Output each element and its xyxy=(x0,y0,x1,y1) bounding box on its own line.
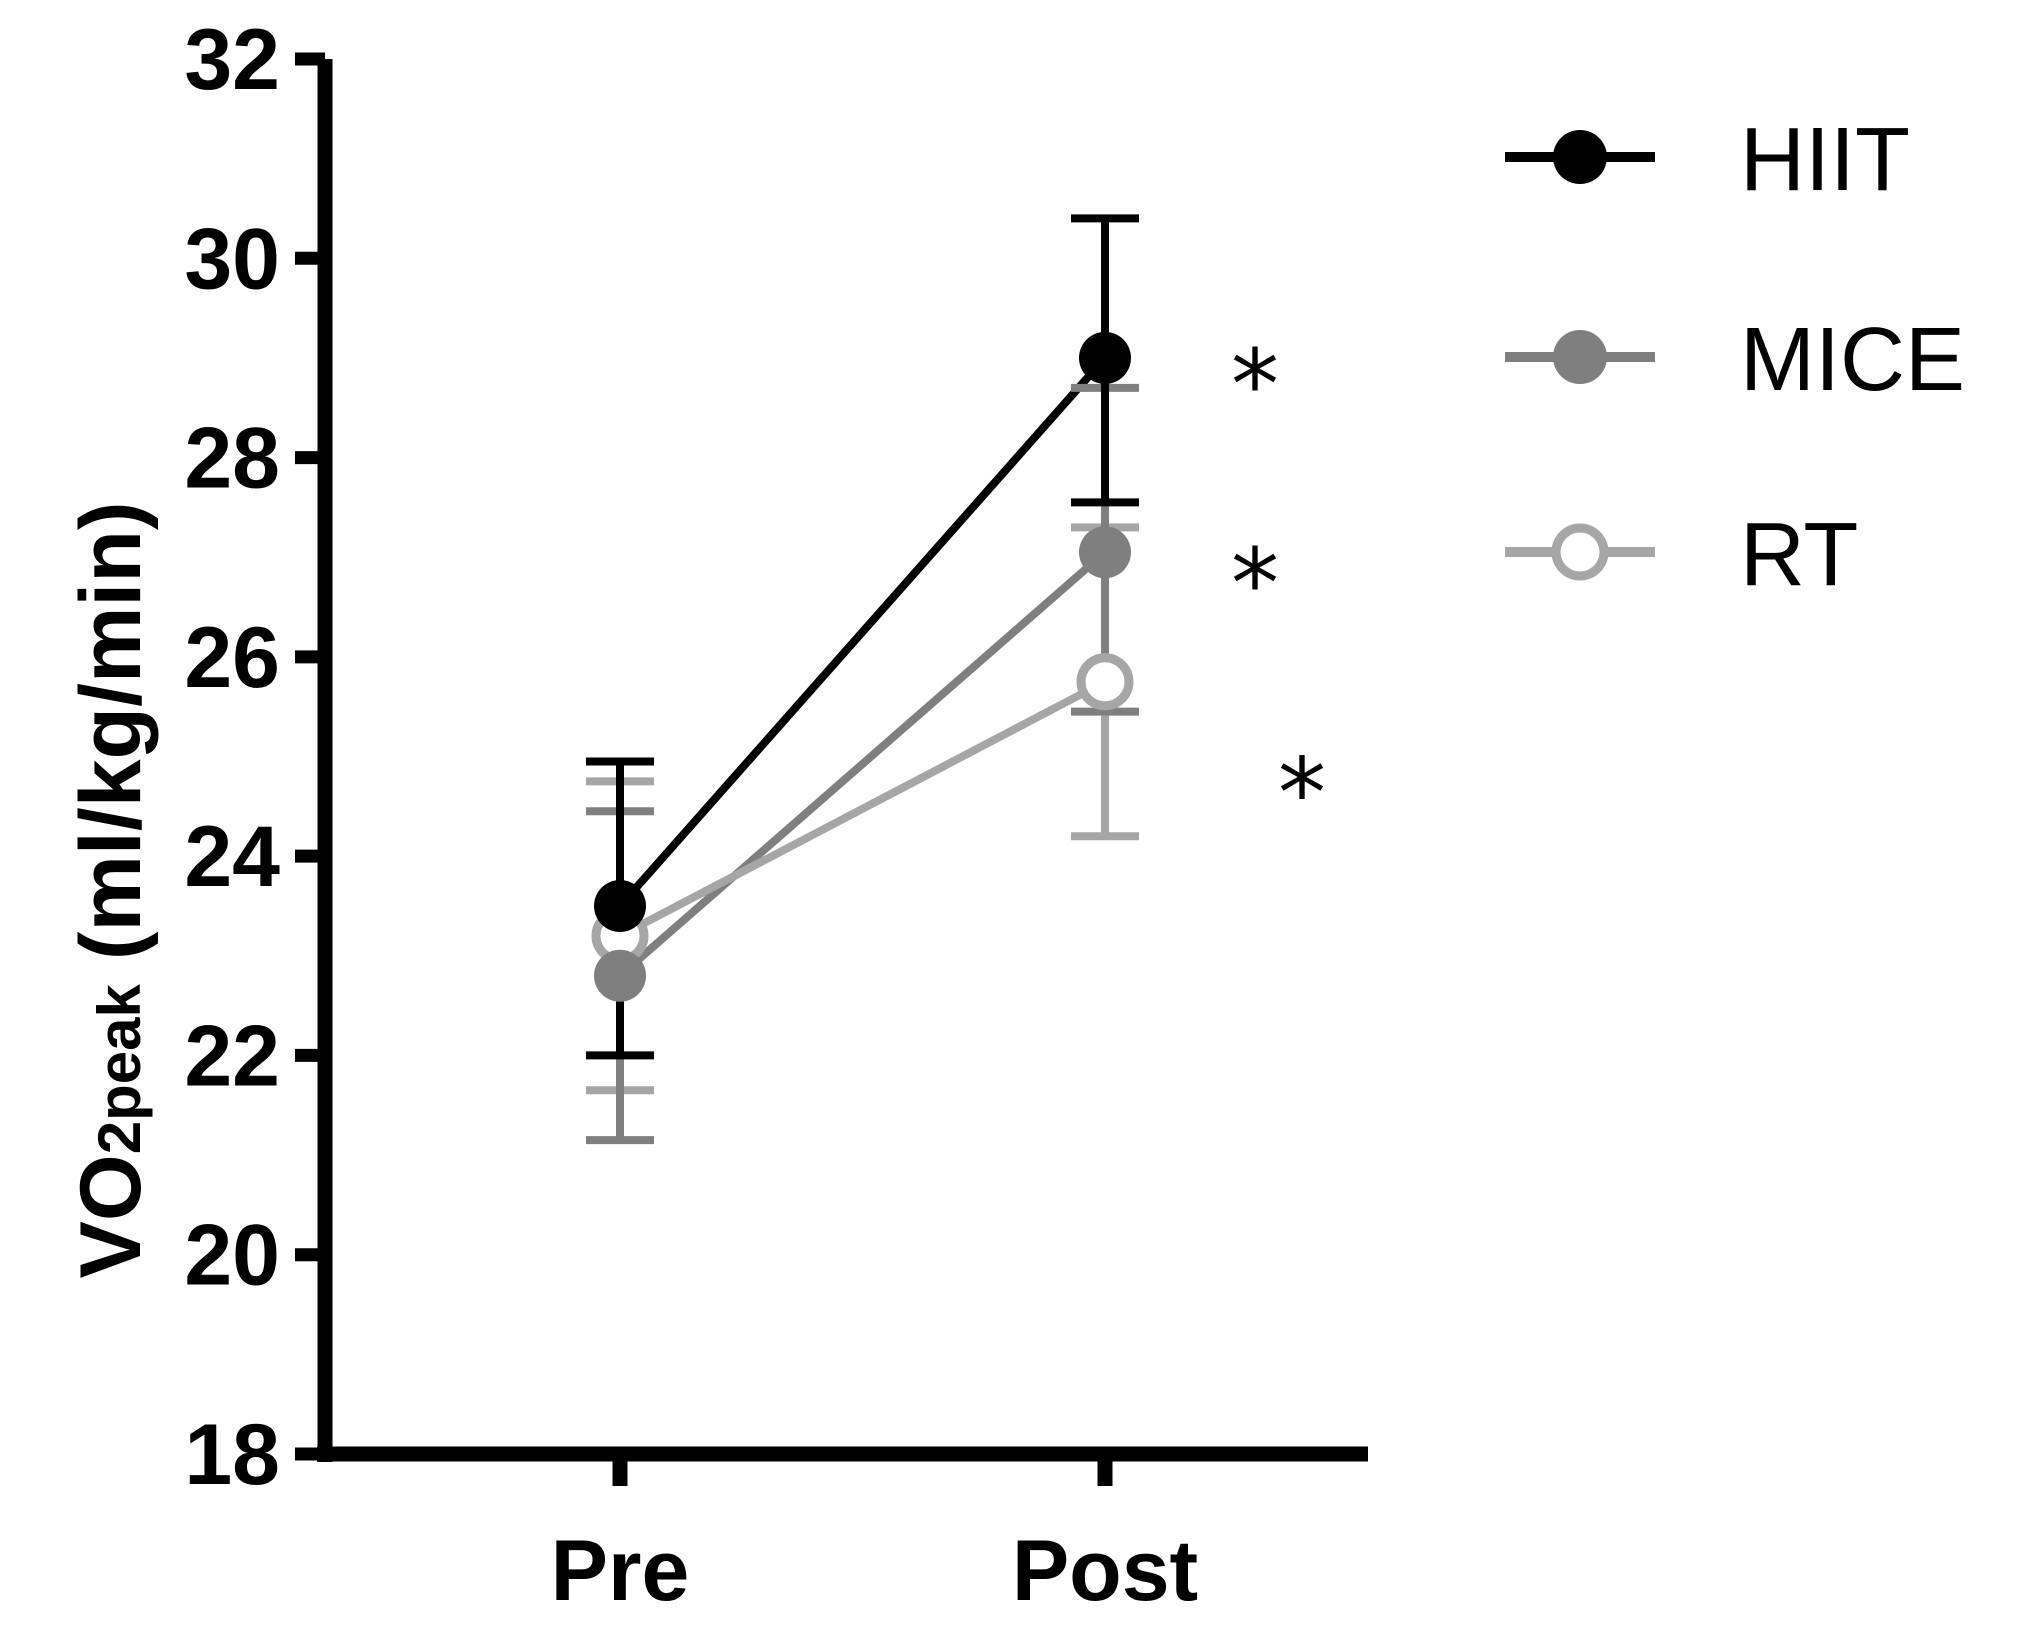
x-tick-label: Pre xyxy=(551,1523,690,1619)
y-tick-label: 18 xyxy=(184,1407,280,1503)
data-point xyxy=(1079,331,1131,384)
y-tick-label: 24 xyxy=(184,809,280,905)
series-line-hiit xyxy=(617,355,1108,909)
series-line-mice xyxy=(617,549,1108,979)
y-tick-label: 20 xyxy=(184,1208,280,1304)
legend-marker xyxy=(1553,330,1607,384)
y-tick-label: 28 xyxy=(184,411,280,507)
data-point xyxy=(594,879,646,932)
x-tick-label: Post xyxy=(1012,1523,1198,1619)
legend-marker xyxy=(1553,130,1607,184)
plot-area: * * * xyxy=(586,214,1326,1145)
significance-star: * xyxy=(1278,737,1326,849)
axes: 18 20 22 24 26 28 30 32 Pre Post xyxy=(184,12,1368,1619)
y-tick-label: 32 xyxy=(184,12,280,108)
series-line-rt xyxy=(618,678,1107,940)
significance-star: * xyxy=(1231,329,1279,441)
legend-label: MICE xyxy=(1740,310,1965,410)
y-tick-label: 30 xyxy=(184,211,280,307)
legend-marker xyxy=(1551,523,1609,581)
legend-label: HIIT xyxy=(1740,110,1910,210)
y-tick-label: 26 xyxy=(184,610,280,706)
data-point xyxy=(1076,653,1134,711)
legend: HIIT MICE RT xyxy=(1505,110,1965,605)
y-tick-label: 22 xyxy=(184,1008,280,1104)
y-axis-title-sub: 2peak xyxy=(86,983,153,1154)
y-axis-title-main: VO xyxy=(63,1154,159,1278)
y-axis-title-unit: (ml/kg/min) xyxy=(63,502,159,985)
legend-label: RT xyxy=(1740,505,1858,605)
y-axis-title: VO2peak (ml/kg/min) xyxy=(63,502,159,1279)
significance-star: * xyxy=(1231,528,1279,640)
data-point xyxy=(594,949,646,1002)
data-point xyxy=(1079,526,1131,579)
